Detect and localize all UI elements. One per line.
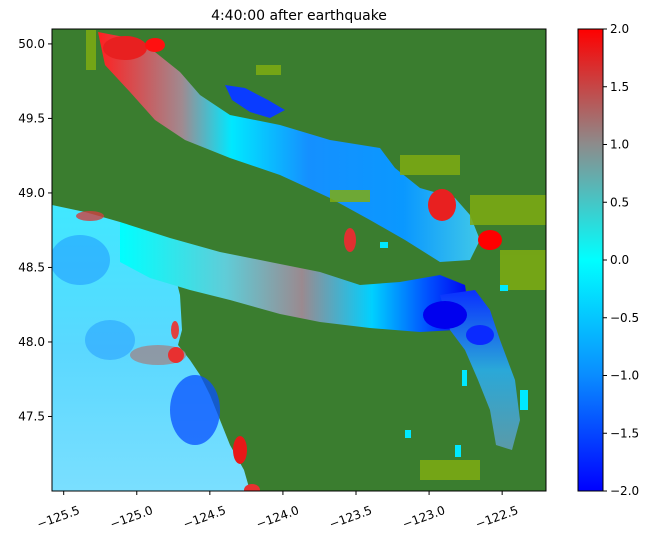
ocean-red-patch: [168, 347, 184, 363]
x-tick-label: −122.5: [474, 503, 521, 531]
colorbar-tick-label: 0.0: [610, 253, 629, 267]
georgia-blue-channel: [225, 85, 285, 118]
x-tick-label: −123.0: [400, 503, 447, 531]
puget-deep-blue: [423, 301, 467, 329]
puget-sound: [440, 290, 520, 450]
island-dots: [380, 242, 528, 457]
map-field: [52, 29, 546, 491]
strait-of-georgia: [98, 32, 480, 262]
colorbar-tick-label: −1.0: [610, 369, 639, 383]
colorbar-tick-label: 0.5: [610, 195, 629, 209]
y-tick-label: 49.0: [18, 186, 45, 200]
shore-patches: [86, 30, 546, 480]
chart-title: 4:40:00 after earthquake: [211, 8, 387, 24]
georgia-red-patch: [145, 38, 165, 52]
ocean-red-patch: [171, 321, 179, 339]
georgia-red-patch: [478, 230, 502, 250]
ocean-blue-patch: [52, 235, 110, 285]
ocean-red-patch: [233, 436, 247, 464]
georgia-red-patch: [428, 189, 456, 221]
colorbar-tick-label: 1.0: [610, 138, 629, 152]
colorbar-tick-label: −1.5: [610, 426, 639, 440]
x-tick-label: −125.0: [108, 503, 155, 531]
x-tick-label: −125.5: [35, 503, 82, 531]
axes-frame: [51, 28, 547, 492]
y-tick-label: 48.5: [18, 260, 45, 274]
georgia-red-patch: [344, 228, 356, 252]
colorbar-tick-label: 2.0: [610, 22, 629, 36]
y-axis: 47.5 48.0 48.5 49.0 49.5 50.0: [18, 37, 52, 423]
georgia-red-patch: [103, 36, 147, 60]
x-axis: −125.5 −125.0 −124.5 −124.0 −123.5 −123.0 −122…: [35, 491, 520, 531]
y-tick-label: 47.5: [18, 409, 45, 423]
colorbar-tick-label: 1.5: [610, 80, 629, 94]
ocean-red-patch: [76, 211, 104, 221]
ocean-blue-patch: [85, 320, 135, 360]
colorbar-gradient: [577, 28, 604, 492]
y-tick-label: 49.5: [18, 111, 45, 125]
x-tick-label: −123.5: [327, 503, 374, 531]
x-tick-label: −124.0: [254, 503, 301, 531]
ocean-red-patch: [244, 484, 260, 491]
colorbar-tick-label: −0.5: [610, 311, 639, 325]
colorbar-tick-label: −2.0: [610, 484, 639, 498]
strait-juan-de-fuca: [120, 222, 470, 332]
y-tick-label: 50.0: [18, 37, 45, 51]
colorbar-axis: −2.0 −1.5 −1.0 −0.5 0.0 0.5 1.0 1.5 2.0: [603, 22, 639, 498]
x-tick-label: −124.5: [181, 503, 228, 531]
puget-blue: [466, 325, 494, 345]
ocean-blue-patch: [170, 375, 220, 445]
y-tick-label: 48.0: [18, 335, 45, 349]
